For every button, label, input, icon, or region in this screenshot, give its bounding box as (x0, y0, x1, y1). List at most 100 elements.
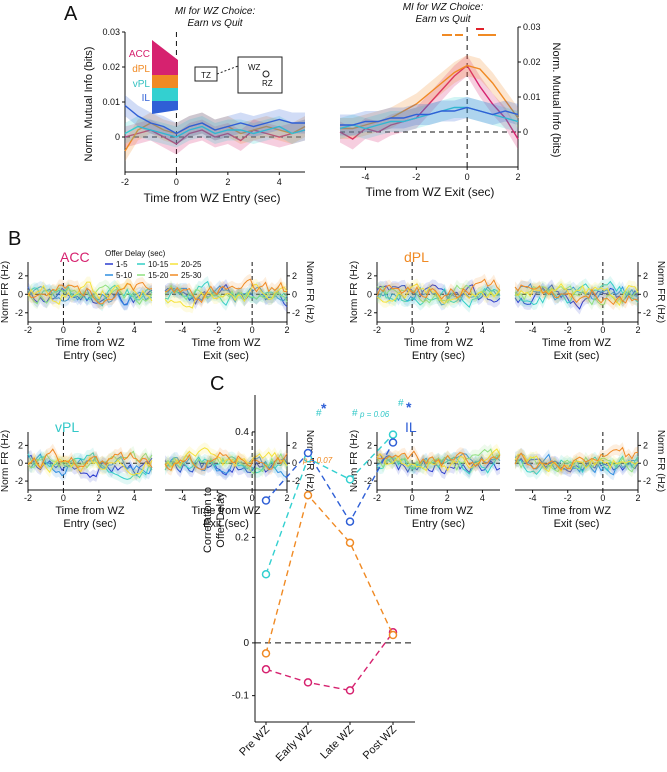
maze-rz-label: RZ (262, 79, 273, 88)
legend-il-label: IL (142, 93, 151, 104)
b-il-exit-trace-4 (514, 456, 639, 473)
series-dpl-band (340, 55, 518, 139)
b-label-vpl: vPL (55, 419, 79, 435)
b-vpl-entry-y-tick-label: -2 (15, 476, 23, 486)
panel-a-left: MI for WZ Choice: Earn vs Quit Norm. Mut… (83, 6, 306, 205)
b-dpl-entry-xlabel-1: Time from WZ (404, 337, 474, 349)
a-y-tick-label: 0.01 (523, 92, 541, 102)
c-hash-vpl-late: # (352, 408, 358, 419)
legend-item-2: 5-10 (116, 271, 133, 280)
b-acc-exit-x-tick-label: -4 (178, 325, 186, 335)
b-acc-entry-ylabel: Norm FR (Hz) (0, 261, 11, 323)
b-dpl-exit-trace-4 (514, 285, 639, 306)
c-ylabel-2: Offer Delay (215, 492, 227, 548)
c-x-tick-label: Early WZ (274, 723, 315, 764)
c-x-tick-label: Post WZ (361, 723, 400, 762)
b-vpl-entry-x-tick-label: 4 (132, 493, 137, 503)
b-il-entry-xlabel-1: Time from WZ (404, 505, 474, 517)
a-x-tick-label: 4 (277, 177, 282, 187)
b-dpl-exit-x-tick-label: 2 (635, 325, 640, 335)
series-acc-line (124, 129, 306, 145)
b-dpl-entry-trace-5 (376, 283, 501, 305)
b-vpl-entry-xlabel-2: Entry (sec) (63, 518, 116, 530)
b-vpl-exit-x-tick-label: -4 (178, 493, 186, 503)
b-vpl-exit-band-1 (165, 452, 287, 481)
b-dpl-exit-y-tick-label: 0 (643, 289, 648, 299)
a-x-tick-label: 2 (225, 177, 230, 187)
b-vpl-entry-y-tick-label: 2 (18, 440, 23, 450)
maze-schematic: TZ WZ RZ (194, 56, 283, 94)
b-il-entry-xlabel-2: Entry (sec) (412, 518, 465, 530)
b-vpl-exit-band-5 (165, 442, 287, 473)
b-dpl-exit-band-6 (515, 279, 638, 310)
c-point-acc (303, 678, 313, 687)
legend-vpl-swatch (152, 88, 178, 101)
b-acc-exit-trace-3 (164, 280, 288, 307)
a-y-tick-label: 0.02 (523, 57, 541, 67)
c-y-tick-label: 0.2 (235, 532, 249, 543)
b-il-exit-band-4 (515, 451, 638, 478)
b-il-entry-band-3 (377, 448, 500, 480)
maze-wz-box (237, 56, 283, 94)
panel-letter-c: C (210, 373, 224, 395)
c-series-vpl-line (265, 434, 394, 575)
b-il-exit-x-tick-label: -4 (529, 493, 537, 503)
c-y-tick-label: 0 (243, 638, 249, 649)
b-dpl-entry-xlabel-2: Entry (sec) (412, 350, 465, 362)
c-point-vpl (345, 475, 355, 484)
a-left-ylabel: Norm. Mutual Info (bits) (83, 47, 95, 162)
b-acc-exit-ylabel: Norm FR (Hz) (304, 261, 315, 323)
b-dpl-entry-x-tick-label: 4 (480, 325, 485, 335)
c-point-acc (261, 665, 271, 674)
a-right-ylabel: Norm. Mutual Info (bits) (550, 43, 562, 158)
b-acc-entry-x-tick-label: 4 (132, 325, 137, 335)
b-vpl-exit-x-tick-label: 2 (284, 493, 289, 503)
series-il-band (340, 97, 518, 136)
a-left-title-1: MI for WZ Choice: (175, 6, 256, 17)
b-il-exit-trace-5 (514, 453, 639, 473)
legend-acc-swatch (152, 40, 178, 75)
b-dpl-exit-band-5 (515, 278, 638, 311)
b-il-exit-xlabel-2: Exit (sec) (554, 518, 600, 530)
c-hash-vpl-post: # (398, 398, 404, 409)
c-ylabel-1: Correlation to (202, 487, 214, 553)
a-x-tick-label: 0 (174, 177, 179, 187)
b-dpl-exit-x-tick-label: 0 (600, 325, 605, 335)
maze-arrow (216, 65, 239, 75)
a-y-tick-label: 0.02 (102, 62, 120, 72)
b-dpl-entry-y-tick-label: 2 (367, 271, 372, 281)
panel-letter-b: B (8, 228, 21, 250)
b-vpl-entry-trace-4 (27, 450, 153, 469)
b-vpl-entry-y-tick-label: 0 (18, 458, 23, 468)
b-il-exit-ylabel: Norm FR (Hz) (655, 430, 666, 492)
b-dpl-exit-x-tick-label: -4 (529, 325, 537, 335)
b-acc-exit-xlabel-1: Time from WZ (191, 337, 261, 349)
b-vpl-entry-x-tick-label: 0 (61, 493, 66, 503)
c-star-il-early: * (321, 400, 327, 416)
maze-rz-circle (262, 70, 270, 78)
legend-item-4: 15-20 (148, 271, 169, 280)
c-p-vpl: p = 0.06 (359, 410, 390, 419)
a-y-tick-label: 0.03 (523, 22, 541, 32)
a-left-plot: 0 0.01 0.02 0.03 -2 0 2 4 (102, 27, 306, 187)
series-dpl-line (340, 64, 519, 130)
a-left-title-2: Earn vs Quit (187, 18, 243, 29)
legend-dpl-label: dPL (132, 64, 150, 75)
b-acc-exit-x-tick-label: -2 (213, 325, 221, 335)
maze-wz-label: WZ (248, 63, 261, 72)
b-acc-exit-x-tick-label: 2 (284, 325, 289, 335)
b-acc-exit-band-5 (165, 278, 287, 314)
b-il-entry-y-tick-label: 2 (367, 440, 372, 450)
legend-vpl-label: vPL (133, 79, 151, 90)
b-vpl-exit-trace-5 (164, 447, 288, 468)
b-acc-exit-y-tick-label: -2 (292, 308, 300, 318)
c-point-dpl (388, 630, 398, 640)
b-acc-entry-band-4 (28, 279, 152, 310)
c-series-acc-line (265, 631, 394, 692)
series-vpl-band (340, 97, 518, 139)
b-acc-entry-x-tick-label: 2 (96, 325, 101, 335)
a-region-legend: ACC dPL vPL IL (129, 40, 178, 114)
panel-c: Correlation to Offer Delay -0.1 0 0.2 0.4 Pr… (202, 395, 415, 764)
c-p-dpl: p = 0.07 (302, 456, 333, 465)
b-dpl-exit-y-tick-label: 2 (643, 271, 648, 281)
